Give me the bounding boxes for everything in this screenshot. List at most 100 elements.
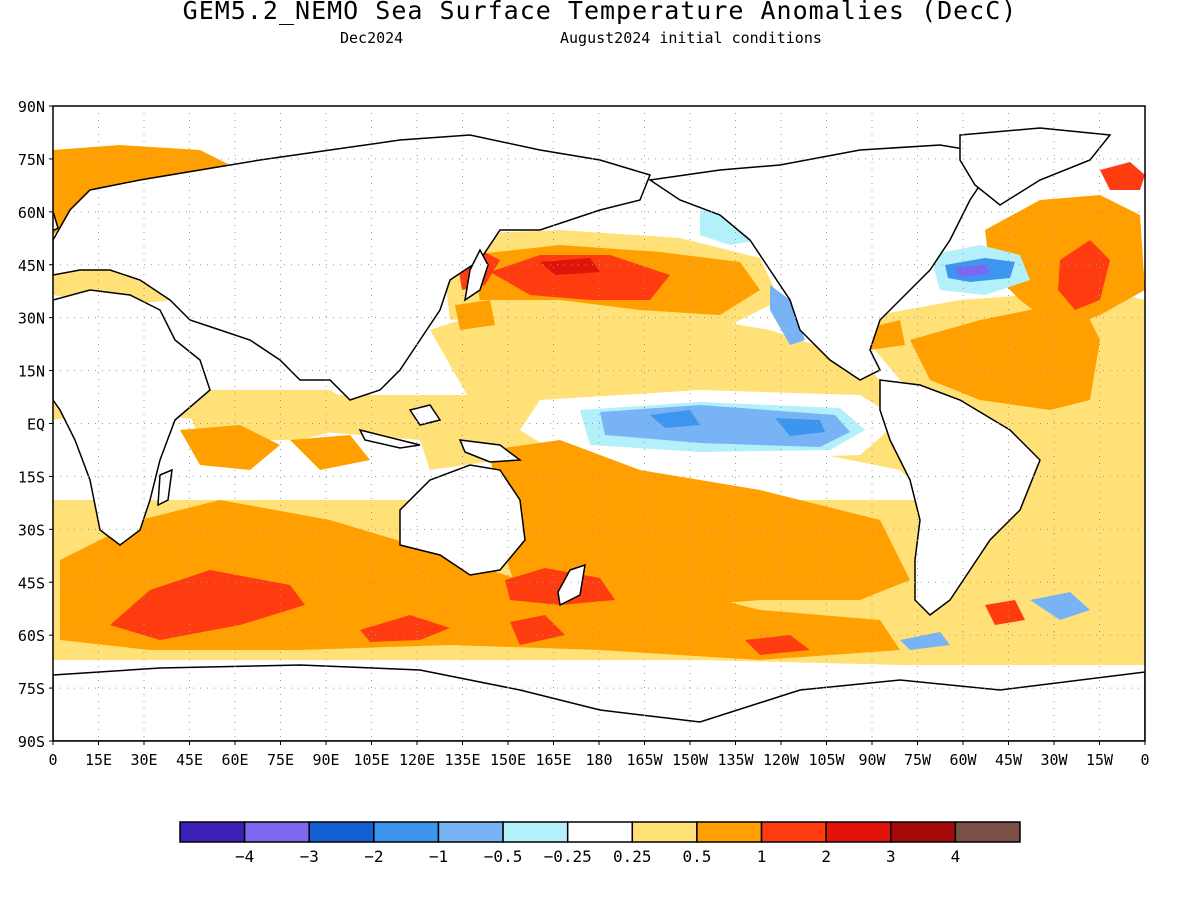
colorbar-swatch: [760, 821, 827, 843]
anomaly-region: [53, 145, 230, 235]
longitude-label: 120E: [399, 751, 435, 769]
colorbar-swatch: [566, 821, 634, 843]
longitude-label: 45E: [176, 751, 203, 769]
latitude-label: 75S: [18, 680, 45, 698]
latitude-label: 90S: [18, 733, 45, 751]
longitude-label: 15E: [85, 751, 112, 769]
longitude-label: 15W: [1086, 751, 1114, 769]
anomaly-region: [505, 568, 615, 605]
latitude-label: EQ: [27, 416, 45, 434]
coastline-north-america: [647, 144, 1002, 381]
coastline-japan: [463, 248, 489, 302]
colorbar-label: 0.25: [613, 847, 652, 866]
colorbar-swatch: [954, 821, 1021, 843]
longitude-label: 150E: [490, 751, 526, 769]
anomaly-region: [1058, 240, 1110, 310]
coastline-africa: [53, 289, 211, 546]
colorbar-label: 4: [951, 847, 961, 866]
anomaly-region: [180, 425, 370, 470]
anomaly-region: [910, 300, 1100, 410]
anomaly-region: [650, 410, 825, 436]
graticule: [53, 106, 1145, 741]
latitude-label: 15N: [18, 363, 45, 381]
colorbar-swatch: [631, 821, 698, 843]
anomaly-region: [1100, 162, 1145, 190]
longitude-label: 75E: [267, 751, 294, 769]
anomaly-region: [1030, 592, 1090, 620]
latitude-label: 45N: [18, 257, 45, 275]
latitude-label: 15S: [18, 468, 45, 486]
colorbar-label: −4: [235, 847, 254, 866]
coastlines: [53, 127, 1145, 741]
colorbar-swatch: [243, 821, 310, 843]
colorbar-label: 1: [757, 847, 767, 866]
anomaly-region: [110, 570, 305, 640]
colorbar-swatch: [437, 821, 504, 843]
colorbar-swatch: [696, 821, 763, 843]
latitude-label: 30S: [18, 521, 45, 539]
latitude-label: 30N: [18, 310, 45, 328]
colorbar-swatch: [373, 821, 440, 843]
anomaly-region: [540, 258, 600, 275]
coastline-eurasia: [53, 134, 652, 401]
forecast-month: Dec2024: [340, 29, 404, 47]
longitude-label: 105W: [808, 751, 845, 769]
longitude-labels: 0 15E 30E 45E 60E 75E 90E 105E 120E 135E 150E 165E 1…: [48, 741, 1150, 769]
longitude-label: 90W: [858, 751, 886, 769]
colorbar-swatch: [890, 821, 957, 843]
anomaly-region: [455, 300, 495, 330]
longitude-label: 75W: [904, 751, 932, 769]
longitude-label: 180: [585, 751, 612, 769]
longitude-label: 135W: [717, 751, 754, 769]
latitude-label: 90N: [18, 98, 45, 116]
colorbar-label: −0.5: [484, 847, 523, 866]
colorbar-labels: −4 −3 −2 −1 −0.5 −0.25 0.25 0.5 1 2 3 4: [235, 847, 960, 866]
colorbar-swatch: [825, 821, 892, 843]
initial-conditions: August2024 initial conditions: [560, 29, 822, 47]
longitude-label: 105E: [353, 751, 389, 769]
latitude-label: 45S: [18, 574, 45, 592]
coastline-south-america: [879, 379, 1041, 616]
colorbar-label: 3: [886, 847, 896, 866]
longitude-label: 90E: [312, 751, 339, 769]
colorbar-label: −0.25: [544, 847, 592, 866]
anomaly-region: [60, 500, 900, 660]
longitude-label: 150W: [672, 751, 709, 769]
colorbar-label: −2: [364, 847, 383, 866]
longitude-label: 0: [48, 751, 57, 769]
coastline-greenland: [959, 127, 1112, 206]
colorbar-swatch: [502, 821, 569, 843]
anomaly-region: [430, 300, 900, 400]
map-title: GEM5.2_NEMO Sea Surface Temperature Anom…: [182, 0, 1018, 25]
coastline-madagascar: [157, 468, 173, 507]
colorbar-label: 2: [821, 847, 831, 866]
longitude-label: 60W: [949, 751, 977, 769]
anomaly-region: [490, 440, 910, 610]
anomaly-region: [900, 632, 950, 650]
longitude-label: 120W: [763, 751, 800, 769]
latitude-labels: 90N 75N 60N 45N 30N 15N EQ 15S 30S 45S 60S 75S 90S: [18, 98, 53, 751]
anomaly-region: [360, 615, 810, 655]
latitude-label: 60S: [18, 627, 45, 645]
longitude-label: 45W: [995, 751, 1023, 769]
latitude-label: 75N: [18, 151, 45, 169]
colorbar-label: 0.5: [682, 847, 711, 866]
coastline-uk: [53, 208, 59, 232]
anomaly-region: [770, 285, 805, 345]
anomaly-region: [985, 600, 1025, 625]
longitude-label: 0: [1140, 751, 1149, 769]
coastline-new-zealand: [557, 563, 586, 607]
longitude-label: 135E: [444, 751, 480, 769]
coastline-indonesia: [358, 404, 442, 449]
colorbar-swatch: [179, 821, 246, 843]
longitude-label: 165E: [535, 751, 571, 769]
anomaly-region: [955, 264, 990, 277]
longitude-label: 30E: [130, 751, 157, 769]
anomaly-field: [53, 145, 1145, 665]
longitude-label: 165W: [626, 751, 663, 769]
colorbar-label: −1: [429, 847, 448, 866]
colorbar-swatch: [308, 821, 375, 843]
colorbar: [179, 821, 1021, 843]
colorbar-label: −3: [300, 847, 319, 866]
